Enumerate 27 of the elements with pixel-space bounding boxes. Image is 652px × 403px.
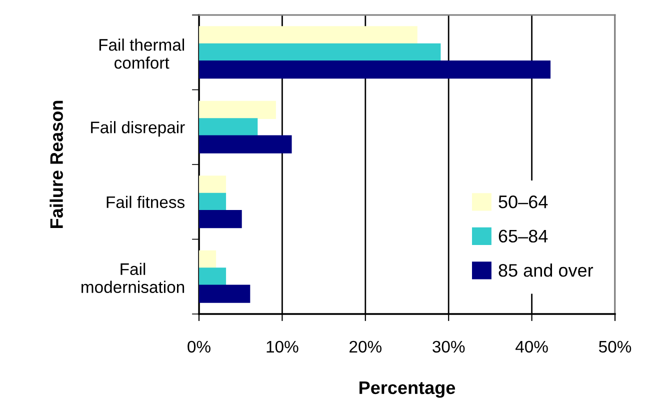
- y-tick-label: Fail fitness: [106, 196, 185, 208]
- legend-label: 65–84: [498, 230, 548, 243]
- bar: [199, 118, 258, 136]
- bar: [199, 26, 418, 44]
- y-axis-title: Failure Reason: [50, 100, 63, 228]
- y-tick-label: Fail thermal comfort: [99, 38, 184, 69]
- bar: [199, 210, 242, 228]
- x-tick-label: 0%: [188, 340, 210, 353]
- bar: [199, 284, 250, 303]
- bar: [199, 43, 441, 62]
- bar: [199, 250, 216, 268]
- y-tick-label: Fail modernisation: [82, 262, 184, 294]
- bar: [199, 135, 292, 154]
- x-tick-label: 10%: [266, 340, 298, 353]
- y-tick-label: Fail disrepair: [91, 121, 185, 137]
- legend-label: 85 and over: [498, 264, 594, 277]
- bar: [199, 60, 551, 79]
- x-tick-label: 50%: [598, 340, 632, 353]
- bar: [199, 176, 226, 194]
- x-axis-title: Percentage: [360, 382, 456, 398]
- bar: [199, 192, 226, 211]
- x-tick-label: 40%: [516, 340, 548, 353]
- x-tick-label: 20%: [350, 340, 382, 353]
- x-tick-label: 30%: [432, 340, 465, 353]
- bar: [199, 268, 226, 286]
- legend-label: 50–64: [498, 196, 548, 208]
- bar: [199, 100, 276, 119]
